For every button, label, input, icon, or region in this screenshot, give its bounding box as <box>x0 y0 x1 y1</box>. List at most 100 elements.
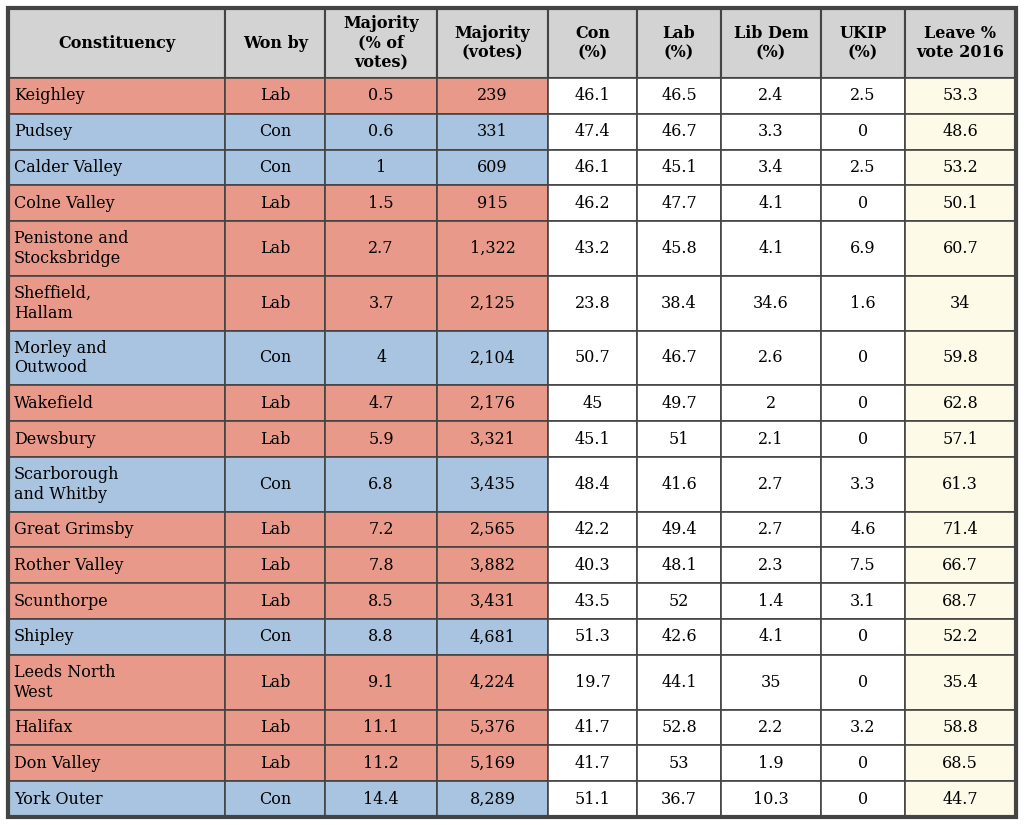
Bar <box>821 710 904 745</box>
Text: 7.5: 7.5 <box>850 557 876 574</box>
Bar <box>821 421 904 457</box>
Text: 51.1: 51.1 <box>574 790 610 808</box>
Bar <box>225 149 326 186</box>
Text: 46.1: 46.1 <box>574 87 610 105</box>
Text: Leeds North
West: Leeds North West <box>14 664 116 700</box>
Bar <box>548 619 637 655</box>
Bar <box>437 781 548 817</box>
Bar <box>437 385 548 421</box>
Text: 49.7: 49.7 <box>662 394 697 412</box>
Text: 53.3: 53.3 <box>942 87 978 105</box>
Text: 915: 915 <box>477 195 508 212</box>
Text: Wakefield: Wakefield <box>14 394 94 412</box>
Text: Lab: Lab <box>260 394 291 412</box>
Text: Scarborough
and Whitby: Scarborough and Whitby <box>14 466 120 502</box>
Bar <box>548 221 637 276</box>
Text: UKIP
(%): UKIP (%) <box>839 25 887 61</box>
Text: 47.4: 47.4 <box>574 123 610 140</box>
Bar <box>548 186 637 221</box>
Text: 51.3: 51.3 <box>574 629 610 645</box>
Bar <box>225 781 326 817</box>
Text: Lab: Lab <box>260 240 291 257</box>
Text: 4: 4 <box>376 350 386 366</box>
Text: Con
(%): Con (%) <box>575 25 610 61</box>
Bar <box>821 583 904 619</box>
Bar <box>637 114 721 149</box>
Bar <box>721 78 821 114</box>
Bar <box>721 331 821 385</box>
Text: Morley and
Outwood: Morley and Outwood <box>14 340 106 376</box>
Text: 0: 0 <box>858 394 868 412</box>
Bar <box>225 457 326 512</box>
Bar <box>8 512 225 548</box>
Bar <box>637 8 721 78</box>
Text: Scunthorpe: Scunthorpe <box>14 592 109 610</box>
Text: 331: 331 <box>477 123 508 140</box>
Text: 3.4: 3.4 <box>758 159 783 176</box>
Bar <box>548 385 637 421</box>
Bar <box>821 114 904 149</box>
Bar <box>225 385 326 421</box>
Text: Con: Con <box>259 476 292 493</box>
Text: Constituency: Constituency <box>58 35 175 51</box>
Bar <box>225 78 326 114</box>
Bar <box>904 221 1016 276</box>
Text: 0: 0 <box>858 431 868 447</box>
Bar <box>904 583 1016 619</box>
Text: 46.7: 46.7 <box>662 350 697 366</box>
Text: 4.1: 4.1 <box>758 195 783 212</box>
Bar <box>721 710 821 745</box>
Text: 2.5: 2.5 <box>850 87 876 105</box>
Bar <box>637 276 721 331</box>
Bar <box>326 78 437 114</box>
Bar <box>326 457 437 512</box>
Text: 0: 0 <box>858 350 868 366</box>
Bar <box>637 710 721 745</box>
Bar <box>225 421 326 457</box>
Text: 2,176: 2,176 <box>470 394 515 412</box>
Text: 48.6: 48.6 <box>942 123 978 140</box>
Text: 2.7: 2.7 <box>369 240 394 257</box>
Text: 5,376: 5,376 <box>469 719 515 736</box>
Text: 8,289: 8,289 <box>470 790 515 808</box>
Text: Majority
(votes): Majority (votes) <box>455 25 530 61</box>
Bar <box>326 221 437 276</box>
Text: 0.6: 0.6 <box>369 123 394 140</box>
Text: 2.6: 2.6 <box>758 350 783 366</box>
Bar <box>8 149 225 186</box>
Text: 53: 53 <box>669 755 689 771</box>
Text: 45.1: 45.1 <box>662 159 697 176</box>
Bar <box>721 8 821 78</box>
Text: 44.7: 44.7 <box>942 790 978 808</box>
Text: Pudsey: Pudsey <box>14 123 72 140</box>
Bar <box>437 655 548 710</box>
Bar <box>548 655 637 710</box>
Bar <box>225 619 326 655</box>
Text: 1.6: 1.6 <box>850 295 876 312</box>
Text: 23.8: 23.8 <box>574 295 610 312</box>
Bar <box>326 149 437 186</box>
Bar <box>721 619 821 655</box>
Text: 3,882: 3,882 <box>470 557 515 574</box>
Bar <box>721 781 821 817</box>
Text: Colne Valley: Colne Valley <box>14 195 115 212</box>
Text: 52.8: 52.8 <box>662 719 697 736</box>
Bar <box>8 421 225 457</box>
Bar <box>8 781 225 817</box>
Bar <box>437 149 548 186</box>
Bar <box>548 331 637 385</box>
Text: Lab: Lab <box>260 87 291 105</box>
Bar <box>904 78 1016 114</box>
Text: 4.1: 4.1 <box>758 240 783 257</box>
Bar <box>8 655 225 710</box>
Bar <box>326 276 437 331</box>
Bar <box>437 114 548 149</box>
Bar <box>904 276 1016 331</box>
Text: 4.6: 4.6 <box>850 521 876 538</box>
Bar <box>326 331 437 385</box>
Bar <box>326 583 437 619</box>
Text: Rother Valley: Rother Valley <box>14 557 124 574</box>
Text: Lab: Lab <box>260 674 291 691</box>
Bar <box>637 186 721 221</box>
Text: Lib Dem
(%): Lib Dem (%) <box>733 25 808 61</box>
